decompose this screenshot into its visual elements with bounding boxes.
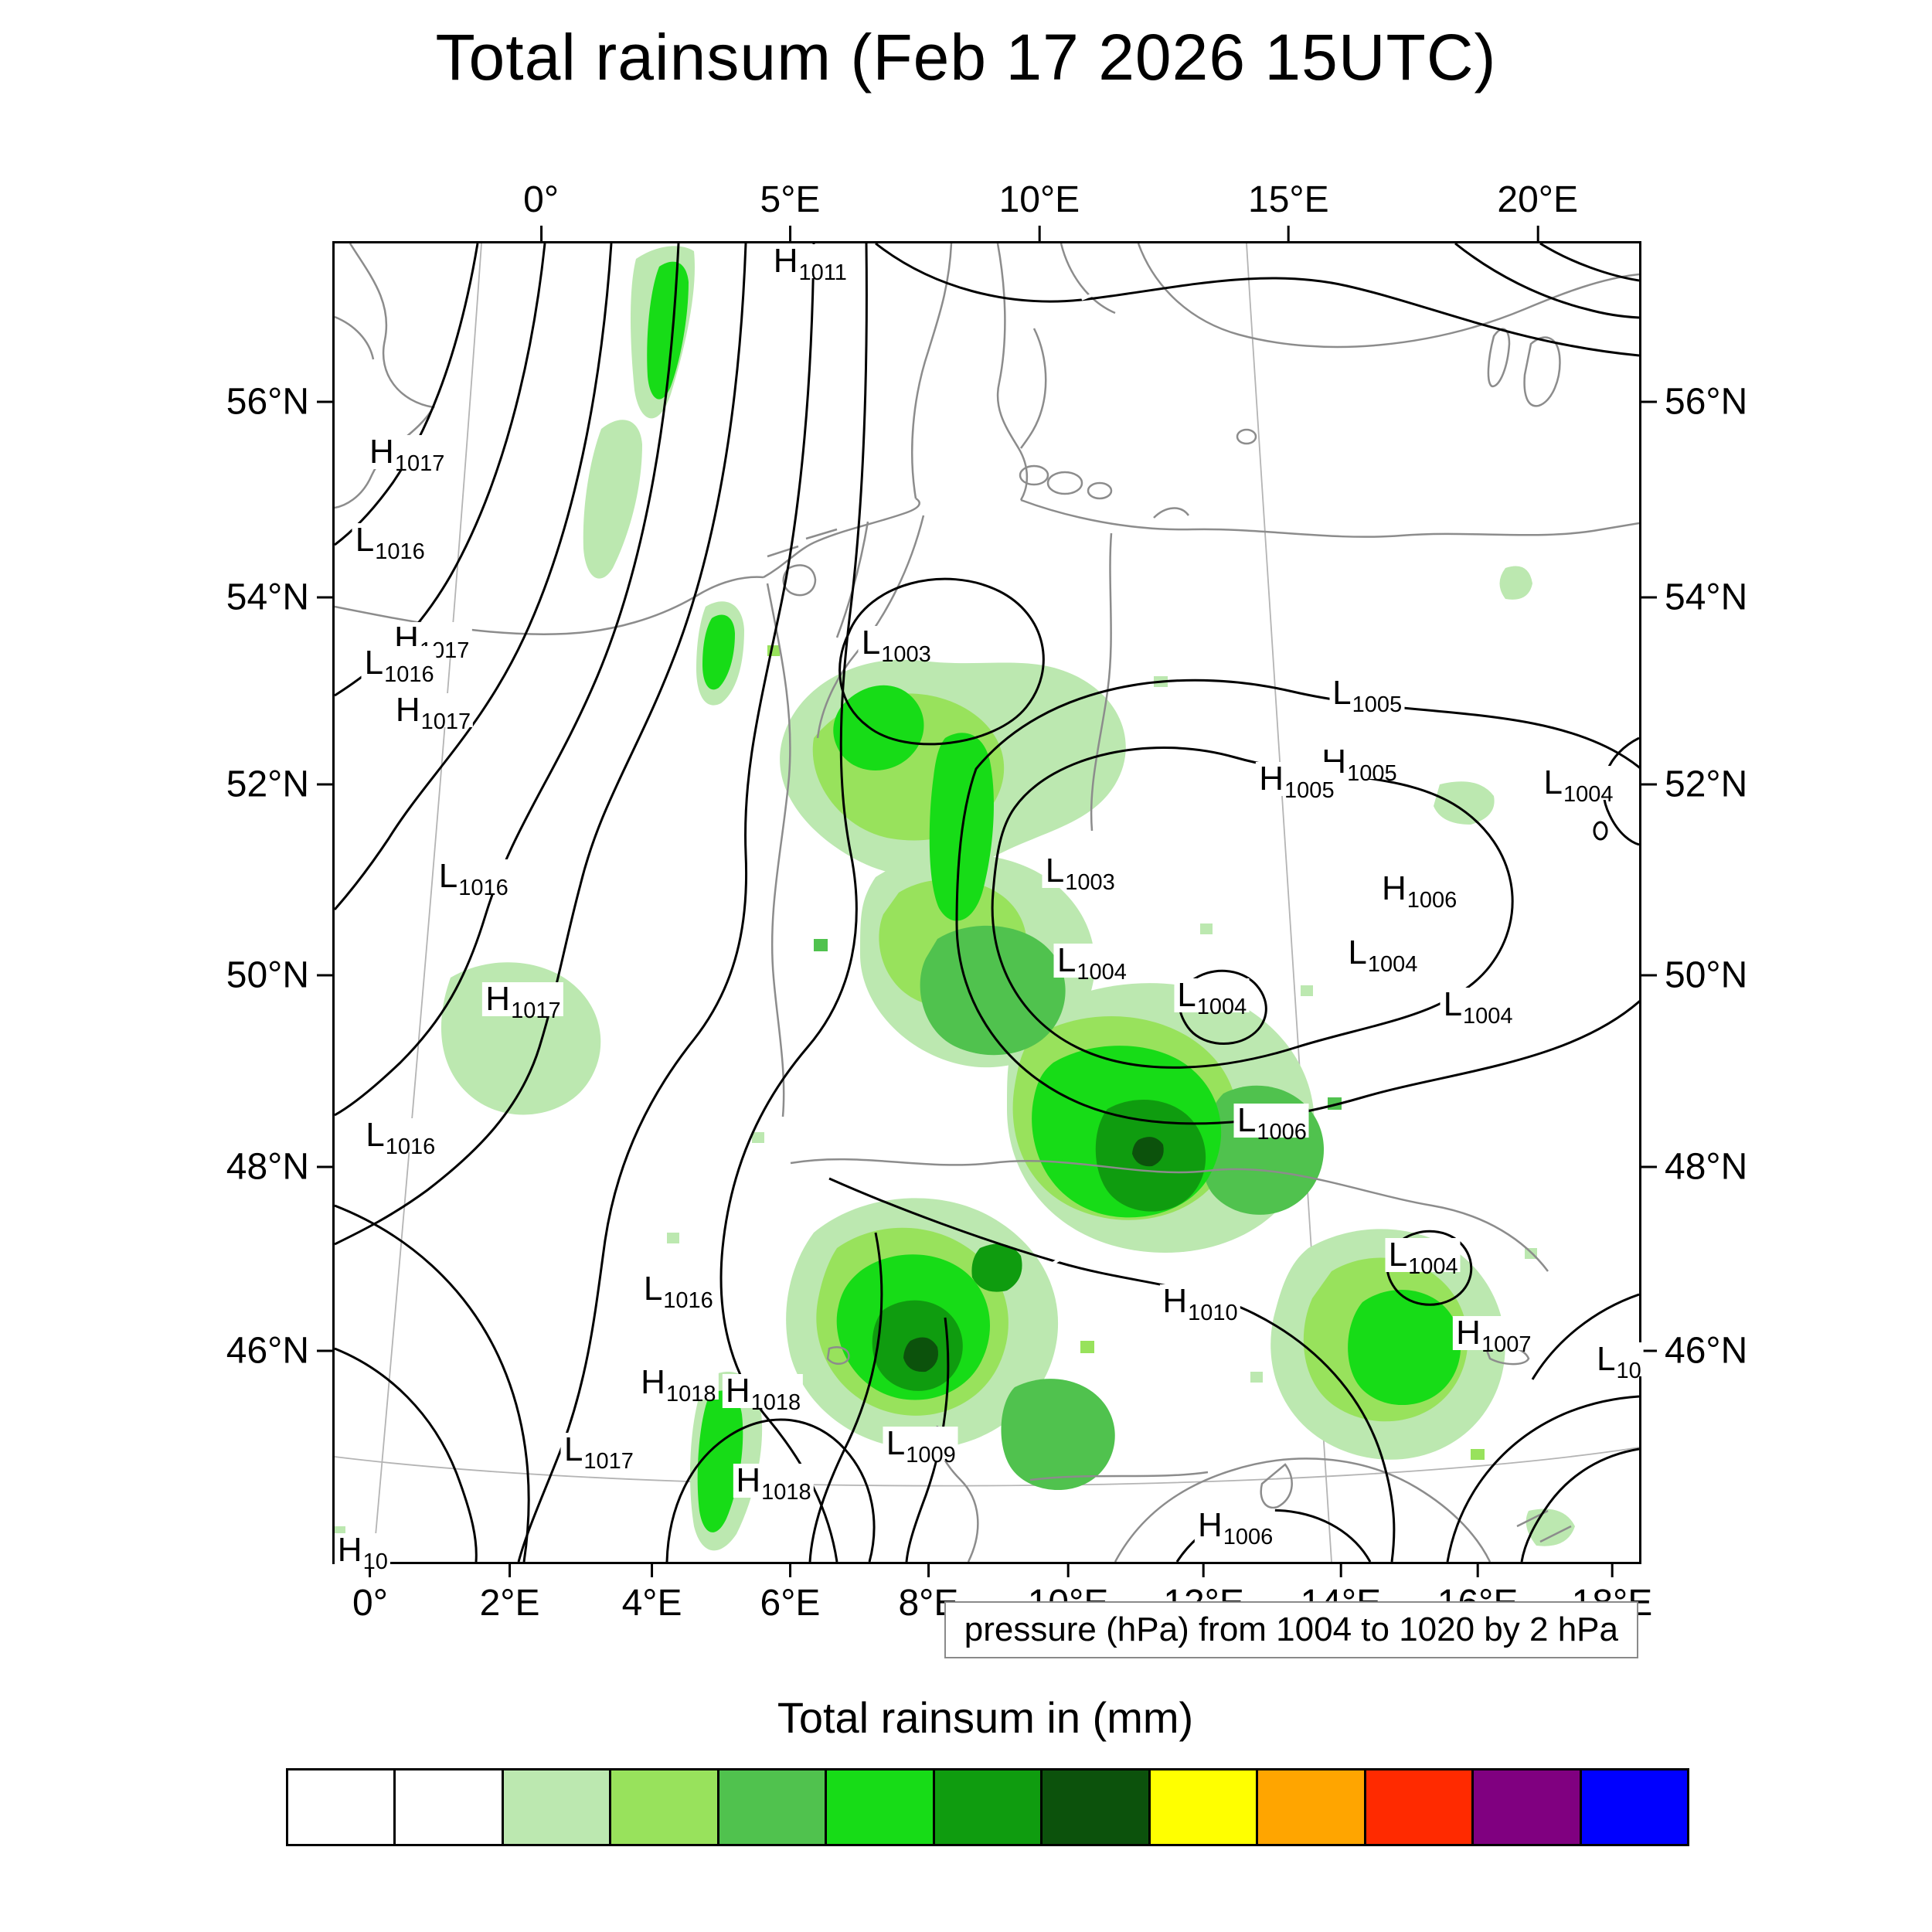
top-axis-label: 15°E (1247, 179, 1329, 220)
left-axis-label: 50°N (226, 954, 309, 996)
colorbar-segment (716, 1770, 825, 1844)
axis-right: 56°N 54°N 52°N 50°N 48°N 46°N (1641, 241, 1932, 1560)
map-plot-frame (332, 241, 1641, 1564)
colorbar-title: Total rainsum in (mm) (777, 1693, 1194, 1742)
colorbar-segment (609, 1770, 717, 1844)
top-axis-label: 10°E (998, 179, 1080, 220)
right-axis-label: 54°N (1665, 577, 1748, 618)
tick-mark (788, 1562, 791, 1577)
tick-mark (1287, 226, 1290, 241)
tick-mark (317, 974, 332, 977)
colorbar-segment (1148, 1770, 1257, 1844)
left-axis-label: 54°N (226, 577, 309, 618)
right-axis-label: 46°N (1665, 1330, 1748, 1372)
bottom-axis-label: 4°E (621, 1583, 682, 1624)
top-axis-tick: 10°E (999, 179, 1080, 241)
tick-mark (1611, 1562, 1614, 1577)
top-axis-tick: 20°E (1497, 179, 1578, 241)
axis-top: 0° 5°E 10°E 15°E 20°E (332, 0, 1637, 241)
map-canvas (335, 243, 1639, 1562)
tick-mark (651, 1562, 654, 1577)
left-axis-label: 46°N (226, 1330, 309, 1372)
colorbar (286, 1768, 1689, 1846)
top-axis-label: 0° (523, 179, 560, 220)
bottom-axis-tick: 4°E (622, 1562, 682, 1624)
colorbar-segment (393, 1770, 502, 1844)
left-axis-tick: 52°N (226, 763, 332, 805)
top-axis-label: 5°E (760, 179, 821, 220)
right-axis-label: 48°N (1665, 1146, 1748, 1188)
right-axis-label: 52°N (1665, 764, 1748, 805)
page-title: Total rainsum (Feb 17 2026 15UTC) (435, 21, 1497, 94)
tick-mark (1202, 1562, 1206, 1577)
tick-mark (1641, 596, 1657, 599)
right-axis-tick: 54°N (1641, 576, 1747, 618)
tick-mark (539, 226, 543, 241)
colorbar-segment (1040, 1770, 1148, 1844)
top-axis-tick: 5°E (760, 179, 821, 241)
colorbar-segment (825, 1770, 933, 1844)
tick-mark (1641, 1349, 1657, 1352)
bottom-axis-tick: 0° (352, 1562, 388, 1624)
bottom-axis-label: 2°E (479, 1583, 540, 1624)
tick-mark (927, 1562, 930, 1577)
bottom-axis-label: 0° (352, 1583, 388, 1624)
tick-mark (1339, 1562, 1342, 1577)
colorbar-segment (1579, 1770, 1688, 1844)
tick-mark (317, 783, 332, 786)
top-axis-label: 20°E (1497, 179, 1579, 220)
colorbar-segment (1256, 1770, 1364, 1844)
right-axis-label: 56°N (1665, 381, 1748, 423)
right-axis-tick: 56°N (1641, 381, 1747, 423)
tick-mark (788, 226, 791, 241)
tick-mark (317, 400, 332, 403)
tick-mark (317, 1165, 332, 1168)
left-axis-tick: 46°N (226, 1330, 332, 1372)
bottom-axis-tick: 6°E (760, 1562, 821, 1624)
colorbar-segment (1363, 1770, 1472, 1844)
left-axis-tick: 54°N (226, 576, 332, 618)
right-axis-tick: 52°N (1641, 763, 1747, 805)
colorbar-tick-labels (286, 1862, 1685, 1917)
tick-mark (317, 596, 332, 599)
tick-mark (1641, 783, 1657, 786)
tick-mark (1641, 400, 1657, 403)
left-axis-label: 52°N (226, 764, 309, 805)
colorbar-segment (932, 1770, 1041, 1844)
tick-mark (1641, 974, 1657, 977)
left-axis-label: 56°N (226, 381, 309, 423)
tick-mark (1536, 226, 1539, 241)
colorbar-segment (288, 1770, 394, 1844)
tick-mark (1038, 226, 1041, 241)
left-axis-tick: 50°N (226, 954, 332, 997)
right-axis-tick: 46°N (1641, 1330, 1747, 1372)
tick-mark (369, 1562, 372, 1577)
tick-mark (509, 1562, 512, 1577)
bottom-axis-tick: 2°E (480, 1562, 540, 1624)
right-axis-tick: 50°N (1641, 954, 1747, 997)
colorbar-segment (501, 1770, 610, 1844)
left-axis-label: 48°N (226, 1146, 309, 1188)
left-axis-tick: 56°N (226, 381, 332, 423)
precipitation-layer (335, 246, 1575, 1551)
axis-left: 56°N 54°N 52°N 50°N 48°N 46°N (0, 241, 332, 1560)
pressure-range-caption: pressure (hPa) from 1004 to 1020 by 2 hP… (944, 1601, 1638, 1658)
colorbar-segment (1471, 1770, 1580, 1844)
tick-mark (1476, 1562, 1479, 1577)
tick-mark (1641, 1165, 1657, 1168)
tick-mark (317, 1349, 332, 1352)
bottom-axis-label: 6°E (760, 1583, 821, 1624)
left-axis-tick: 48°N (226, 1145, 332, 1188)
top-axis-tick: 0° (523, 179, 559, 241)
right-axis-label: 50°N (1665, 954, 1748, 996)
tick-mark (1066, 1562, 1070, 1577)
right-axis-tick: 48°N (1641, 1145, 1747, 1188)
top-axis-tick: 15°E (1248, 179, 1329, 241)
